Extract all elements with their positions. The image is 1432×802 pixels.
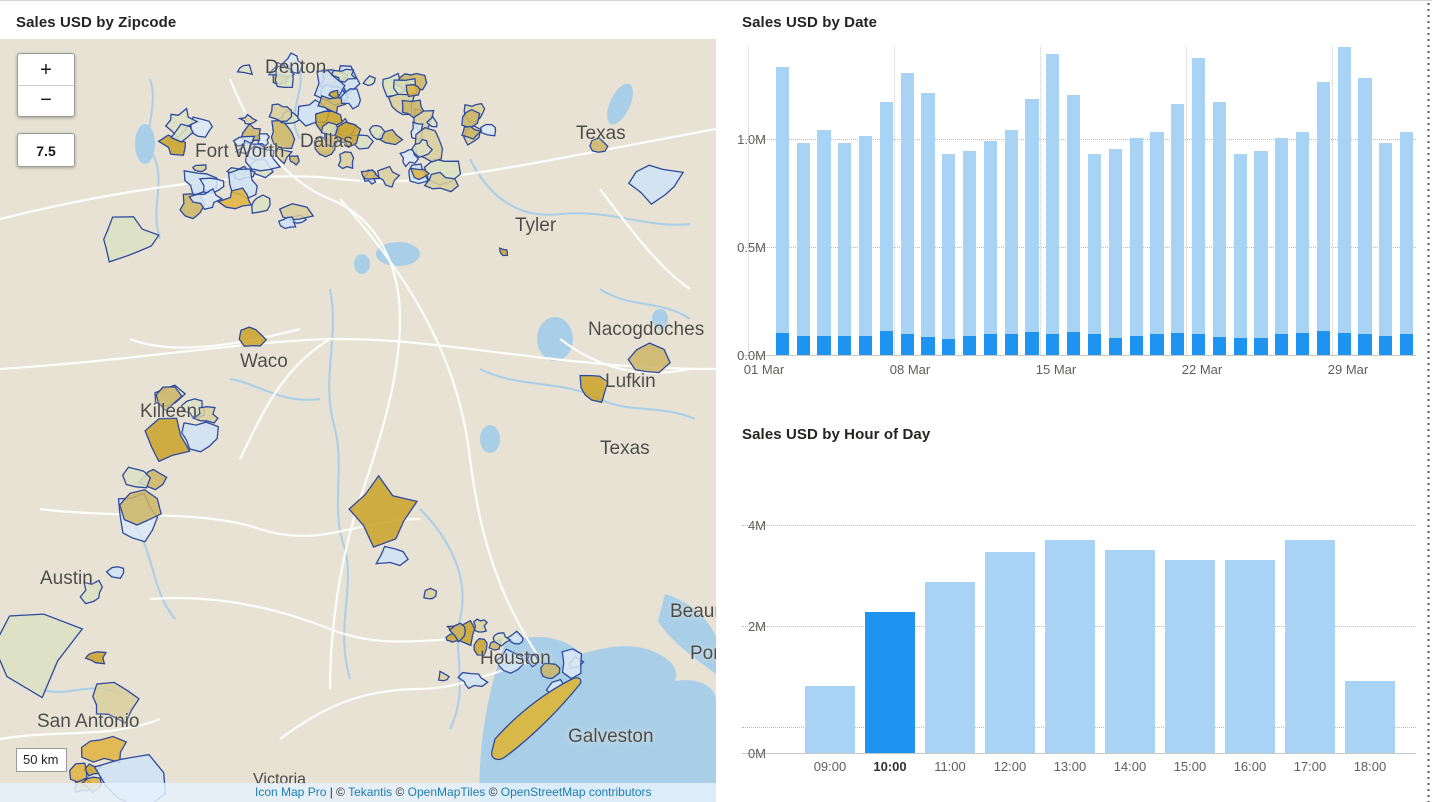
svg-text:Texas: Texas <box>576 123 626 144</box>
svg-text:Fort Worth: Fort Worth <box>195 141 284 162</box>
svg-text:Killeen: Killeen <box>140 401 197 422</box>
svg-text:Waco: Waco <box>240 351 288 372</box>
svg-text:Galveston: Galveston <box>568 726 654 747</box>
svg-text:Lufkin: Lufkin <box>605 371 656 392</box>
svg-text:Denton: Denton <box>265 57 326 78</box>
svg-text:Dallas: Dallas <box>300 131 353 152</box>
svg-text:Austin: Austin <box>40 568 93 589</box>
svg-text:Tyler: Tyler <box>515 215 557 236</box>
svg-text:Houston: Houston <box>480 648 551 669</box>
svg-text:Texas: Texas <box>600 438 650 459</box>
svg-text:Nacogdoches: Nacogdoches <box>588 319 704 340</box>
svg-text:San Antonio: San Antonio <box>37 711 139 732</box>
svg-text:Port Arthur: Port Arthur <box>690 643 716 664</box>
